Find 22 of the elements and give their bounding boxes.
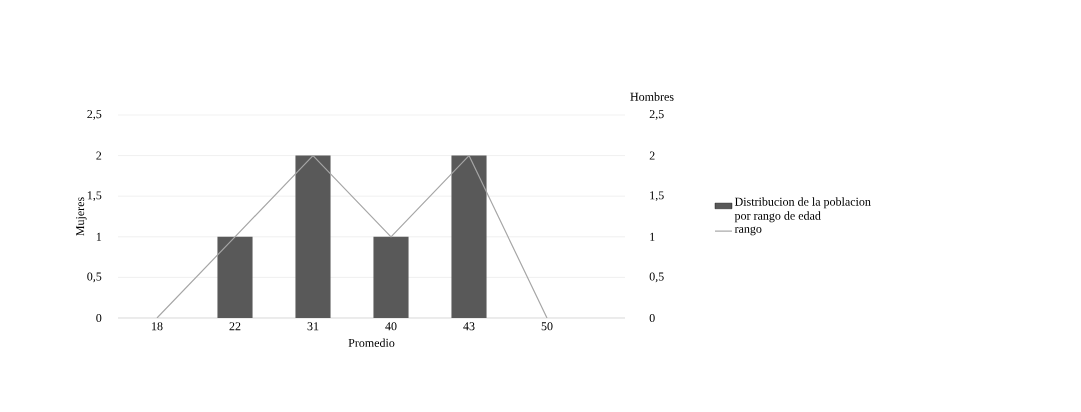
y-tick-label: 0	[96, 313, 102, 323]
x-tick-label: 31	[307, 322, 319, 331]
y2-tick-label: 2,5	[649, 110, 664, 120]
y-tick-label: 0,5	[87, 272, 102, 283]
y2-tick-label: 0	[649, 313, 655, 323]
x-tick-label: 22	[229, 322, 241, 331]
x-tick-label: 40	[385, 322, 397, 331]
y-tick-label: 2	[96, 151, 102, 160]
x-axis-title: Promedio	[348, 338, 395, 347]
x-tick-label: 43	[463, 322, 475, 331]
y-axis-title: Mujeres	[76, 197, 87, 236]
y2-tick-label: 1,5	[650, 191, 664, 202]
y2-tick-label: 0,5	[649, 272, 664, 283]
x-tick-label: 50	[541, 322, 553, 331]
y2-axis-title: Hombres	[630, 92, 674, 101]
x-tick-label: 18	[152, 322, 163, 331]
y2-tick-label: 2	[649, 151, 655, 160]
y-tick-label: 2,5	[87, 110, 102, 120]
y-tick-label: 1	[96, 232, 102, 241]
legend-label: rango	[734, 226, 762, 236]
y2-tick-label: 1	[650, 232, 655, 241]
y-tick-label: 1,5	[87, 191, 102, 202]
